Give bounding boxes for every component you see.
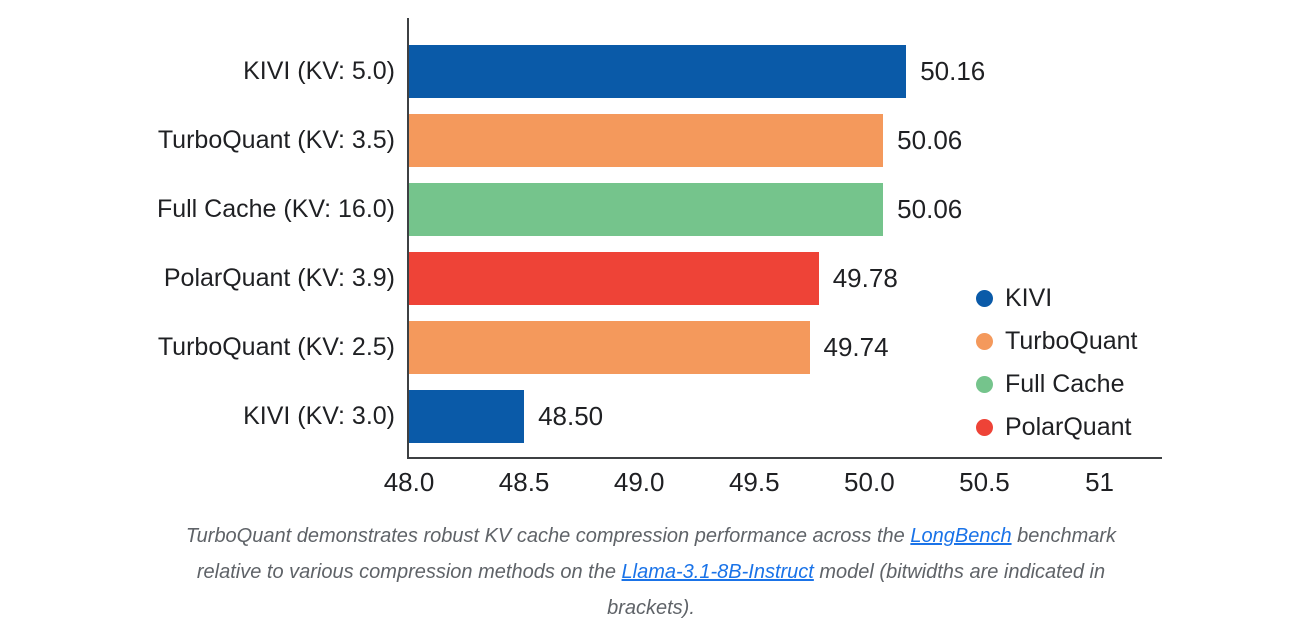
- caption-line: brackets).: [0, 590, 1302, 624]
- bar-value-label: 48.50: [538, 401, 604, 431]
- legend-item-turboquant: TurboQuant: [976, 320, 1137, 363]
- legend-item-kivi: KIVI: [976, 277, 1137, 320]
- bar-turboquant: [409, 321, 810, 374]
- x-tick-label: 49.5: [728, 467, 780, 497]
- caption-text: relative to various compression methods …: [196, 561, 622, 583]
- legend-dot-icon: [976, 376, 993, 393]
- caption-link-longbench[interactable]: LongBench: [910, 525, 1012, 547]
- chart-legend: KIVI TurboQuant Full Cache PolarQuant: [976, 277, 1137, 449]
- bar-turboquant: [409, 114, 884, 167]
- bar-value-label: 49.78: [832, 263, 898, 293]
- x-tick-label: 48.0: [383, 467, 435, 497]
- bar-polarquant: [409, 252, 819, 305]
- category-label: Full Cache (KV: 16.0): [156, 195, 395, 223]
- legend-item-full-cache: Full Cache: [976, 363, 1137, 406]
- caption-text: brackets).: [607, 597, 695, 619]
- legend-dot-icon: [976, 333, 993, 350]
- legend-dot-icon: [976, 290, 993, 307]
- category-label: KIVI (KV: 3.0): [243, 402, 395, 430]
- bar-chart-plot-area: KIVI (KV: 5.0) 50.16 TurboQuant (KV: 3.5) 5…: [157, 18, 1162, 497]
- x-tick-label: 49.0: [613, 467, 665, 497]
- caption-line: relative to various compression methods …: [0, 554, 1302, 590]
- caption-line: TurboQuant demonstrates robust KV cache …: [0, 518, 1302, 554]
- bar-value-label: 50.16: [920, 56, 986, 86]
- figure-caption: TurboQuant demonstrates robust KV cache …: [0, 518, 1302, 624]
- caption-link-llama-3-1-8b-instruct[interactable]: Llama-3.1-8B-Instruct: [621, 561, 814, 583]
- legend-label: TurboQuant: [1005, 327, 1138, 355]
- legend-item-polarquant: PolarQuant: [976, 406, 1137, 449]
- bar-kivi: [409, 45, 907, 98]
- category-label: TurboQuant (KV: 2.5): [157, 333, 395, 361]
- caption-text: model (bitwidths are indicated in: [813, 561, 1106, 583]
- category-label: PolarQuant (KV: 3.9): [163, 264, 395, 292]
- bar-value-label: 49.74: [823, 332, 889, 362]
- legend-label: PolarQuant: [1005, 413, 1132, 441]
- category-label: TurboQuant (KV: 3.5): [157, 126, 395, 154]
- bar-value-label: 50.06: [897, 194, 963, 224]
- caption-text: benchmark: [1011, 525, 1117, 547]
- bar-value-label: 50.06: [897, 125, 963, 155]
- x-tick-label: 50.5: [959, 467, 1010, 497]
- x-tick-label: 48.5: [498, 467, 550, 497]
- bar-full-cache: [409, 183, 884, 236]
- bar-kivi: [409, 390, 525, 443]
- caption-text: TurboQuant demonstrates robust KV cache …: [185, 525, 911, 547]
- category-label: KIVI (KV: 5.0): [243, 57, 395, 85]
- x-tick-label: 51: [1085, 467, 1115, 497]
- legend-dot-icon: [976, 419, 993, 436]
- x-tick-label: 50.0: [844, 467, 895, 497]
- legend-label: KIVI: [1005, 284, 1053, 312]
- legend-label: Full Cache: [1005, 370, 1125, 398]
